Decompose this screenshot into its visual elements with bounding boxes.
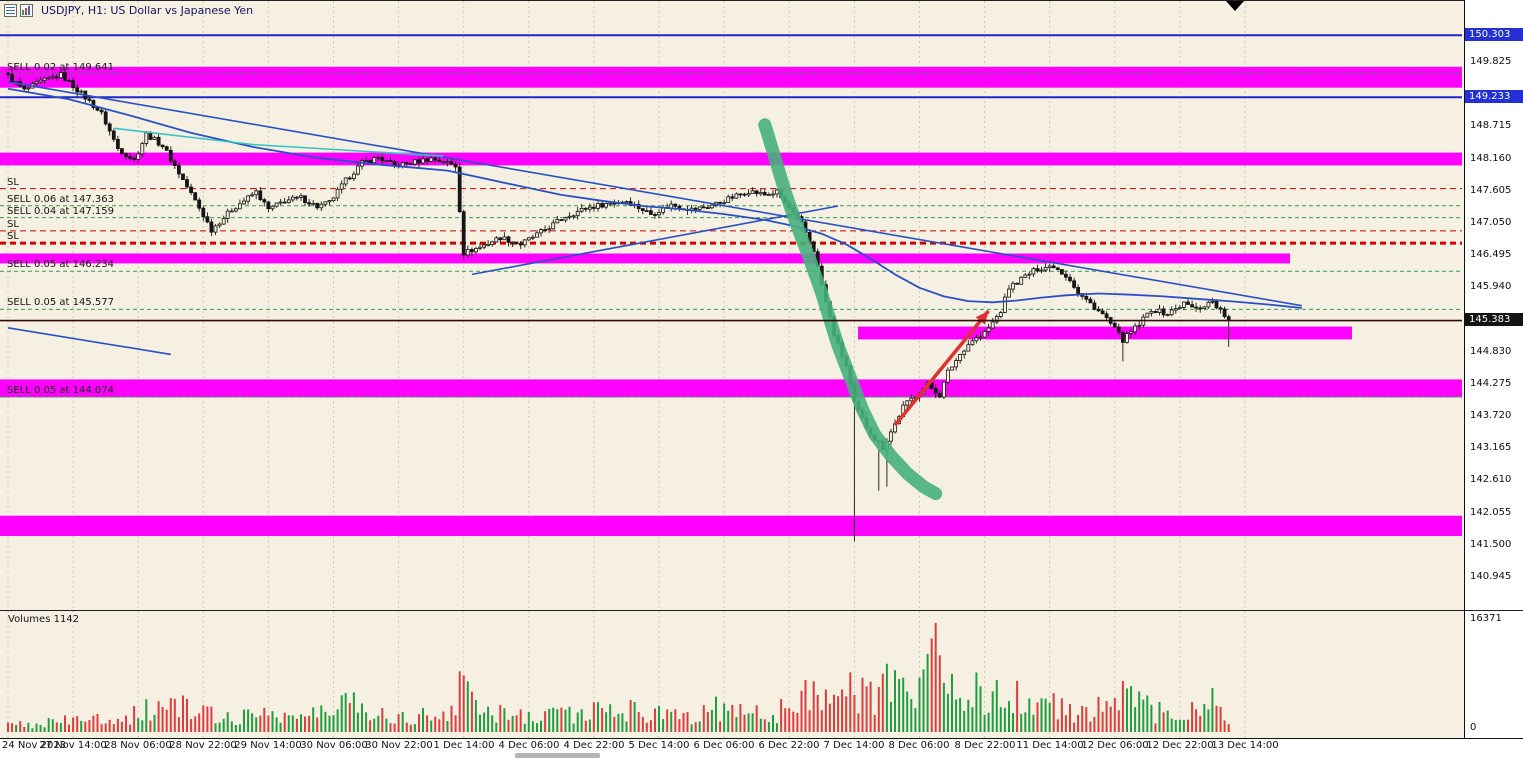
- chart-title: USDJPY, H1: US Dollar vs Japanese Yen: [41, 4, 254, 17]
- price-tick-label: 148.715: [1470, 120, 1512, 131]
- stop-loss-label: SL: [7, 219, 19, 230]
- price-tick-label: 147.605: [1470, 185, 1512, 196]
- price-level-badge: 150.303: [1465, 28, 1523, 41]
- sell-order-label: SELL 0.06 at 147.363: [7, 194, 115, 205]
- chart-header: USDJPY, H1: US Dollar vs Japanese Yen: [4, 4, 253, 17]
- time-tick-label: 4 Dec 06:00: [498, 740, 560, 751]
- chart-list-icon[interactable]: [4, 4, 17, 17]
- time-tick-label: 7 Dec 14:00: [823, 740, 885, 751]
- sell-order-label: SELL 0.05 at 146.234: [7, 259, 115, 270]
- time-tick-label: 12 Dec 06:00: [1081, 740, 1149, 751]
- time-tick-label: 1 Dec 14:00: [433, 740, 495, 751]
- bottom-scroll-area: [0, 752, 1523, 759]
- pane-separator[interactable]: [0, 610, 1523, 611]
- sell-order-label: SELL 0.05 at 144.074: [7, 385, 115, 396]
- sell-order-label: SELL 0.05 at 145.577: [7, 297, 115, 308]
- price-tick-label: 140.945: [1470, 571, 1512, 582]
- chart-plot-svg: [0, 1, 1462, 739]
- time-axis[interactable]: 24 Nov 2023 27 Nov 14:00 28 Nov 06:00 28 No…: [0, 738, 1523, 752]
- sell-order-label: SELL 0.02 at 149.641: [7, 62, 115, 73]
- time-tick-label: 8 Dec 22:00: [954, 740, 1016, 751]
- time-tick-label: 30 Nov 22:00: [365, 740, 433, 751]
- stop-loss-label: SL: [7, 177, 19, 188]
- price-axis[interactable]: 16371 0 149.825 148.715 148.160 147.605 147.…: [1464, 0, 1523, 738]
- time-tick-label: 4 Dec 22:00: [563, 740, 625, 751]
- price-tick-label: 142.610: [1470, 474, 1512, 485]
- price-tick-label: 143.165: [1470, 442, 1512, 453]
- chart-menu-arrow-icon[interactable]: [1226, 1, 1244, 11]
- price-tick-label: 145.940: [1470, 281, 1512, 292]
- volume-axis-max: 16371: [1470, 613, 1502, 624]
- price-level-badge: 149.233: [1465, 90, 1523, 103]
- time-tick-label: 24 Nov 2023: [2, 740, 67, 751]
- time-tick-label: 28 Nov 06:00: [104, 740, 172, 751]
- candlestick-chart-icon[interactable]: [20, 4, 33, 17]
- stop-loss-label: SL: [7, 231, 19, 242]
- current-price-badge: 145.383: [1465, 313, 1523, 326]
- time-tick-label: 12 Dec 22:00: [1146, 740, 1214, 751]
- price-tick-label: 149.825: [1470, 56, 1512, 67]
- time-tick-label: 8 Dec 06:00: [888, 740, 950, 751]
- price-tick-label: 144.830: [1470, 346, 1512, 357]
- price-tick-label: 143.720: [1470, 410, 1512, 421]
- price-tick-label: 147.050: [1470, 217, 1512, 228]
- time-tick-label: 6 Dec 22:00: [758, 740, 820, 751]
- time-tick-label: 6 Dec 06:00: [693, 740, 755, 751]
- horizontal-scrollbar-thumb[interactable]: [515, 753, 600, 758]
- time-tick-label: 11 Dec 14:00: [1016, 740, 1084, 751]
- time-tick-label: 30 Nov 06:00: [300, 740, 368, 751]
- time-tick-label: 28 Nov 22:00: [169, 740, 237, 751]
- price-tick-label: 144.275: [1470, 378, 1512, 389]
- time-tick-label: 5 Dec 14:00: [628, 740, 690, 751]
- volumes-indicator-label: Volumes 1142: [8, 614, 80, 625]
- time-tick-label: 13 Dec 14:00: [1211, 740, 1279, 751]
- chart-canvas[interactable]: USDJPY, H1: US Dollar vs Japanese Yen SE…: [0, 0, 1464, 739]
- volume-axis-min: 0: [1470, 722, 1477, 733]
- price-tick-label: 141.500: [1470, 539, 1512, 550]
- time-tick-label: 29 Nov 14:00: [234, 740, 302, 751]
- price-tick-label: 148.160: [1470, 153, 1512, 164]
- price-tick-label: 146.495: [1470, 249, 1512, 260]
- price-tick-label: 142.055: [1470, 507, 1512, 518]
- time-tick-label: 27 Nov 14:00: [39, 740, 107, 751]
- sell-order-label: SELL 0.04 at 147.159: [7, 206, 115, 217]
